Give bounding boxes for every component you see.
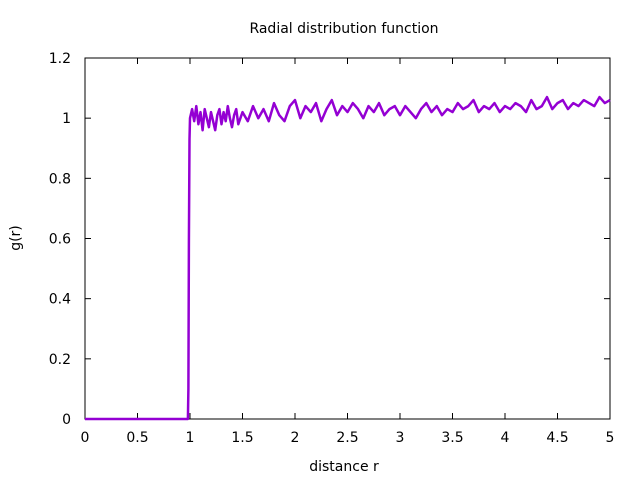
y-tick-label: 0.2 — [49, 352, 71, 368]
x-axis-label: distance r — [309, 459, 379, 475]
y-tick-label: 0 — [62, 412, 71, 428]
x-tick-label: 4.5 — [546, 430, 568, 446]
x-tick-label: 2 — [291, 430, 300, 446]
x-tick-label: 0.5 — [126, 430, 148, 446]
x-tick-label: 3.5 — [441, 430, 463, 446]
y-tick-label: 1.2 — [49, 51, 71, 67]
x-tick-label: 0 — [81, 430, 90, 446]
y-tick-label: 1 — [62, 111, 71, 127]
ticks-layer: 0 0.5 1 1.5 2 2.5 3 3.5 4 4.5 5 0 0.2 0.4 0.6 0.8 1 1.2 — [49, 51, 615, 446]
chart-title: Radial distribution function — [249, 21, 438, 37]
x-tick-label: 1 — [186, 430, 195, 446]
series-layer — [85, 95, 611, 421]
y-tick-label: 0.6 — [49, 232, 71, 248]
x-tick-label: 4 — [501, 430, 510, 446]
y-tick-label: 0.4 — [49, 292, 71, 308]
x-tick-label: 1.5 — [231, 430, 253, 446]
x-tick-label: 5 — [606, 430, 615, 446]
x-tick-label: 3 — [396, 430, 405, 446]
y-tick-label: 0.8 — [49, 171, 71, 187]
y-axis-label: g(r) — [8, 225, 24, 251]
x-tick-label: 2.5 — [336, 430, 358, 446]
series-line — [85, 95, 611, 421]
